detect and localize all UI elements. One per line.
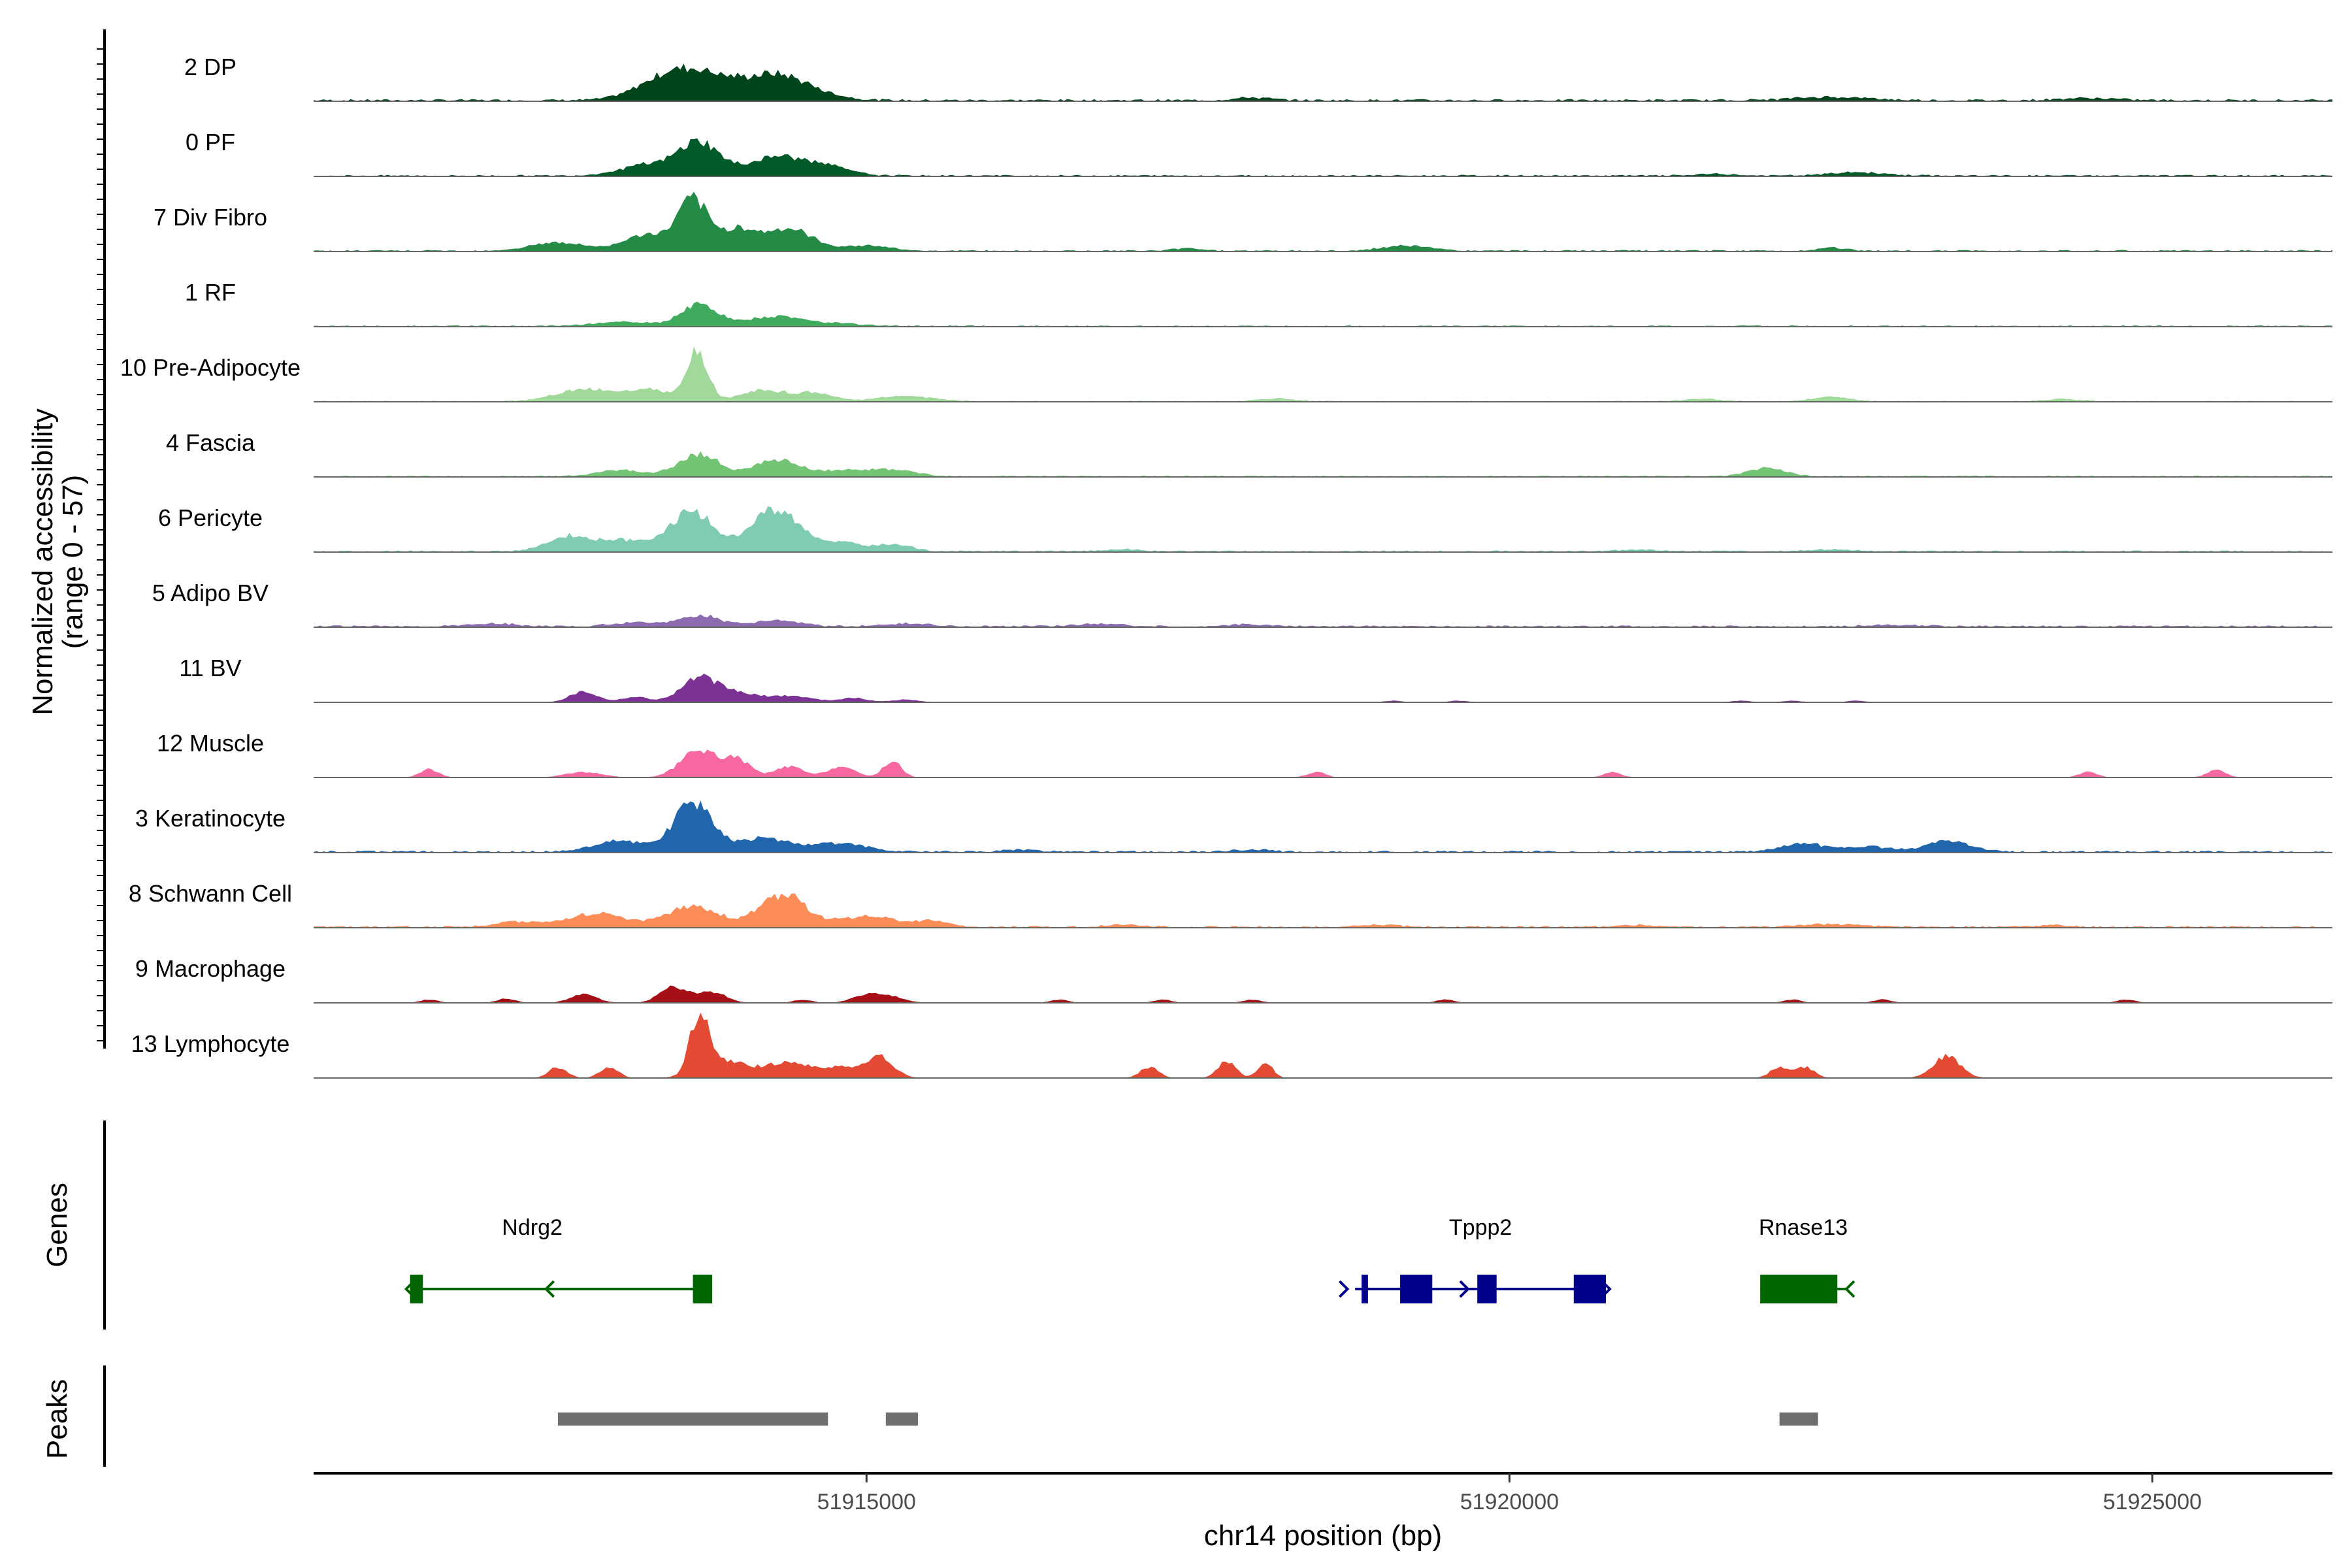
track-5: 4 Fascia (166, 429, 2332, 478)
strand-arrow (404, 1280, 416, 1298)
genes-axis-label: Genes (41, 1183, 73, 1267)
track-label: 6 Pericyte (158, 504, 263, 531)
track-13: 13 Lymphocyte (131, 1013, 2332, 1079)
gene-ndrg2: Ndrg2 (404, 1215, 713, 1303)
strand-arrow (544, 1280, 555, 1298)
track-4: 10 Pre-Adipocyte (120, 346, 2332, 402)
track-label: 2 DP (184, 54, 237, 80)
genes-panel: Ndrg2 Tppp2 Rnase13 (404, 1215, 1855, 1303)
strand-arrow (1844, 1280, 1855, 1298)
track-label: 12 Muscle (157, 730, 264, 757)
gene-label: Rnase13 (1759, 1215, 1848, 1240)
coverage-area (314, 674, 2332, 702)
gene-exon (1760, 1275, 1838, 1303)
track-9: 12 Muscle (157, 730, 2332, 778)
track-1: 0 PF (186, 129, 2332, 177)
track-12: 9 Macrophage (135, 955, 2332, 1004)
coverage-area (314, 138, 2332, 176)
coverage-axis-label: Normalized accessibility(range 0 - 57) (27, 408, 89, 715)
coverage-area (314, 893, 2332, 928)
track-6: 6 Pericyte (158, 504, 2332, 553)
gene-tppp2: Tppp2 (1338, 1215, 1612, 1303)
coverage-area (314, 985, 2332, 1003)
x-tick-label: 51925000 (2103, 1490, 2202, 1514)
track-label: 9 Macrophage (135, 955, 286, 982)
track-8: 11 BV (179, 655, 2332, 703)
x-axis-label: chr14 position (bp) (1204, 1520, 1442, 1552)
track-label: 3 Keratinocyte (135, 805, 286, 832)
gene-label: Tppp2 (1449, 1215, 1512, 1240)
coverage-area (314, 191, 2332, 252)
coverage-area (314, 63, 2332, 101)
coverage-area (314, 800, 2332, 853)
coverage-area (314, 614, 2332, 627)
x-tick-label: 51920000 (1460, 1490, 1559, 1514)
x-tick-label: 51915000 (817, 1490, 916, 1514)
strand-arrow (1338, 1280, 1350, 1298)
track-label: 4 Fascia (166, 429, 255, 456)
peak-bar (885, 1413, 919, 1426)
peak-bar (1779, 1413, 1818, 1426)
strand-arrow (1459, 1280, 1470, 1298)
coverage-area (314, 506, 2332, 552)
track-10: 3 Keratinocyte (135, 800, 2332, 853)
peaks-panel (557, 1413, 1818, 1426)
track-11: 8 Schwann Cell (129, 880, 2332, 928)
coverage-area (314, 1013, 2332, 1078)
x-axis: 51915000 51920000 51925000 chr14 position (… (314, 1472, 2332, 1552)
coverage-area (314, 301, 2332, 327)
coverage-tracks: 2 DP 0 PF 7 Div Fibro 1 RF 10 Pre-Adipocyte 4… (120, 54, 2332, 1079)
track-label: 1 RF (185, 279, 236, 306)
coverage-area (314, 749, 2332, 777)
gene-exon (693, 1275, 713, 1303)
track-3: 1 RF (185, 279, 2332, 327)
track-2: 7 Div Fibro (154, 191, 2332, 252)
panel-labels: Normalized accessibility(range 0 - 57) Ge… (27, 29, 106, 1467)
track-7: 5 Adipo BV (152, 580, 2332, 628)
gene-label: Ndrg2 (502, 1215, 563, 1240)
track-label: 7 Div Fibro (154, 204, 267, 231)
gene-rnase13: Rnase13 (1759, 1215, 1855, 1303)
gene-exon (1362, 1275, 1368, 1303)
track-label: 5 Adipo BV (152, 580, 269, 606)
coverage-area (314, 346, 2332, 402)
track-label: 10 Pre-Adipocyte (120, 354, 301, 381)
track-label: 11 BV (179, 655, 241, 681)
strand-arrow (1601, 1280, 1612, 1298)
track-label: 8 Schwann Cell (129, 880, 292, 907)
peak-bar (557, 1413, 828, 1426)
coverage-area (314, 451, 2332, 477)
track-0: 2 DP (184, 54, 2332, 102)
gene-exon (410, 1275, 423, 1303)
gene-exon (1400, 1275, 1433, 1303)
track-label: 13 Lymphocyte (131, 1030, 290, 1057)
gene-exon (1573, 1275, 1606, 1303)
gene-exon (1477, 1275, 1497, 1303)
track-label: 0 PF (186, 129, 235, 155)
peaks-axis-label: Peaks (41, 1379, 73, 1459)
